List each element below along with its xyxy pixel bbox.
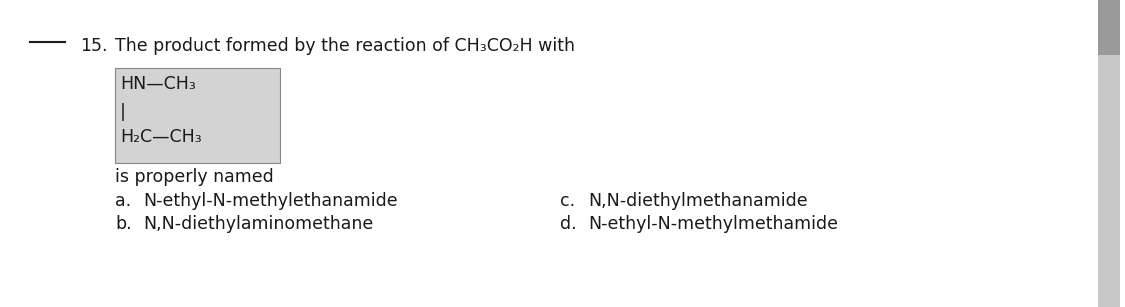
Text: N-ethyl-N-methylmethamide: N-ethyl-N-methylmethamide [588,215,838,233]
Text: N,N-diethylmethanamide: N,N-diethylmethanamide [588,192,808,210]
Text: a.: a. [115,192,132,210]
Text: The product formed by the reaction of CH₃CO₂H with: The product formed by the reaction of CH… [115,37,575,55]
Bar [1098,0,1120,307]
Text: N-ethyl-N-methylethanamide: N-ethyl-N-methylethanamide [143,192,397,210]
Text: b.: b. [115,215,132,233]
Text: is properly named: is properly named [115,168,273,186]
Text: d.: d. [560,215,577,233]
Text: HN—CH₃: HN—CH₃ [120,75,196,93]
Text: N,N-diethylaminomethane: N,N-diethylaminomethane [143,215,374,233]
Text: c.: c. [560,192,575,210]
Text: H₂C—CH₃: H₂C—CH₃ [120,128,201,146]
Text: |: | [120,103,126,121]
Text: 15.: 15. [80,37,108,55]
Bar [1098,0,1120,55]
Bar [115,68,280,163]
